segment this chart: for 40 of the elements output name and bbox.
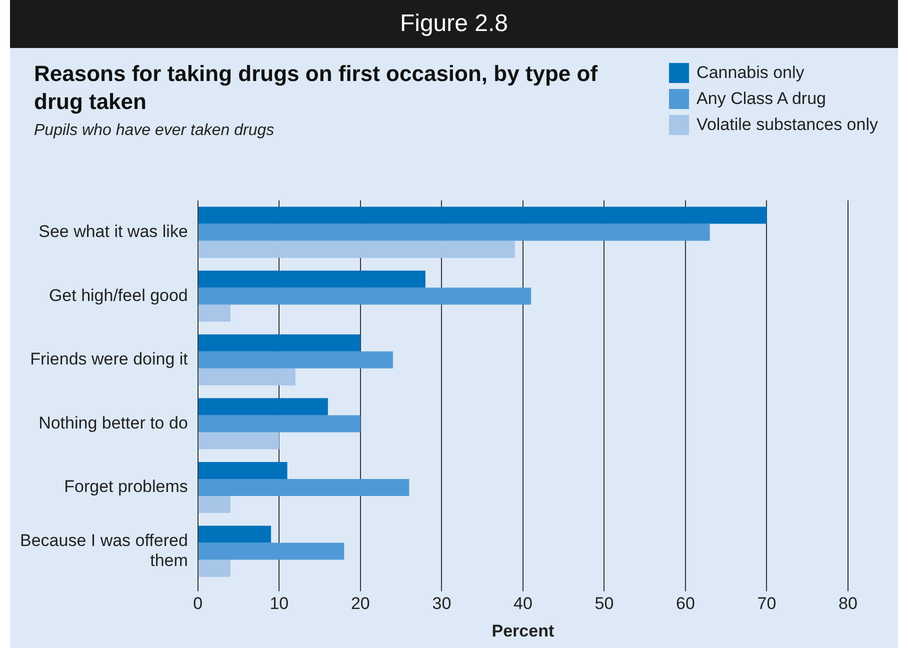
bar xyxy=(198,398,328,416)
y-tick-label: Because I was offered them xyxy=(20,530,188,570)
legend-label: Cannabis only xyxy=(696,63,804,83)
x-tick-label: 60 xyxy=(676,594,695,614)
bar xyxy=(198,368,296,386)
bar xyxy=(198,526,272,543)
y-tick-label: Nothing better to do xyxy=(38,413,188,432)
y-tick-label: Get high/feel good xyxy=(48,286,188,305)
x-tick-label: 50 xyxy=(594,594,614,614)
x-axis-title: Percent xyxy=(492,621,554,640)
bar xyxy=(198,462,288,479)
caption: Figure 2.8 xyxy=(10,0,898,48)
bar xyxy=(198,288,532,305)
bar xyxy=(198,542,344,560)
x-tick-label: 40 xyxy=(513,594,532,614)
x-tick-label: 70 xyxy=(757,594,776,614)
bar xyxy=(198,334,360,352)
y-tick-label: See what it was like xyxy=(38,222,188,241)
legend-label: Volatile substances only xyxy=(696,115,878,135)
x-tick-label: 30 xyxy=(432,594,452,614)
chart-subtitle: Pupils who have ever taken drugs xyxy=(34,122,276,140)
bar xyxy=(198,496,230,514)
bar xyxy=(198,270,426,288)
bar xyxy=(198,224,710,241)
x-tick-label: 10 xyxy=(270,594,289,614)
y-tick-label: Forget problems xyxy=(64,477,188,496)
bar xyxy=(198,304,230,322)
y-tick-label: Friends were doing it xyxy=(30,350,188,369)
bar xyxy=(198,478,410,496)
bar xyxy=(198,240,515,258)
bar xyxy=(198,206,767,224)
chart-title: Reasons for taking drugs on first occasion, by type of drug taken xyxy=(34,60,599,116)
bar xyxy=(198,415,360,432)
x-tick-label: 20 xyxy=(350,594,370,614)
x-tick-label: 80 xyxy=(838,594,858,614)
x-tick-label: 0 xyxy=(193,594,203,614)
legend-label: Any Class A drug xyxy=(696,89,826,109)
bar xyxy=(198,351,393,368)
bar xyxy=(198,432,280,450)
bar xyxy=(198,560,230,577)
